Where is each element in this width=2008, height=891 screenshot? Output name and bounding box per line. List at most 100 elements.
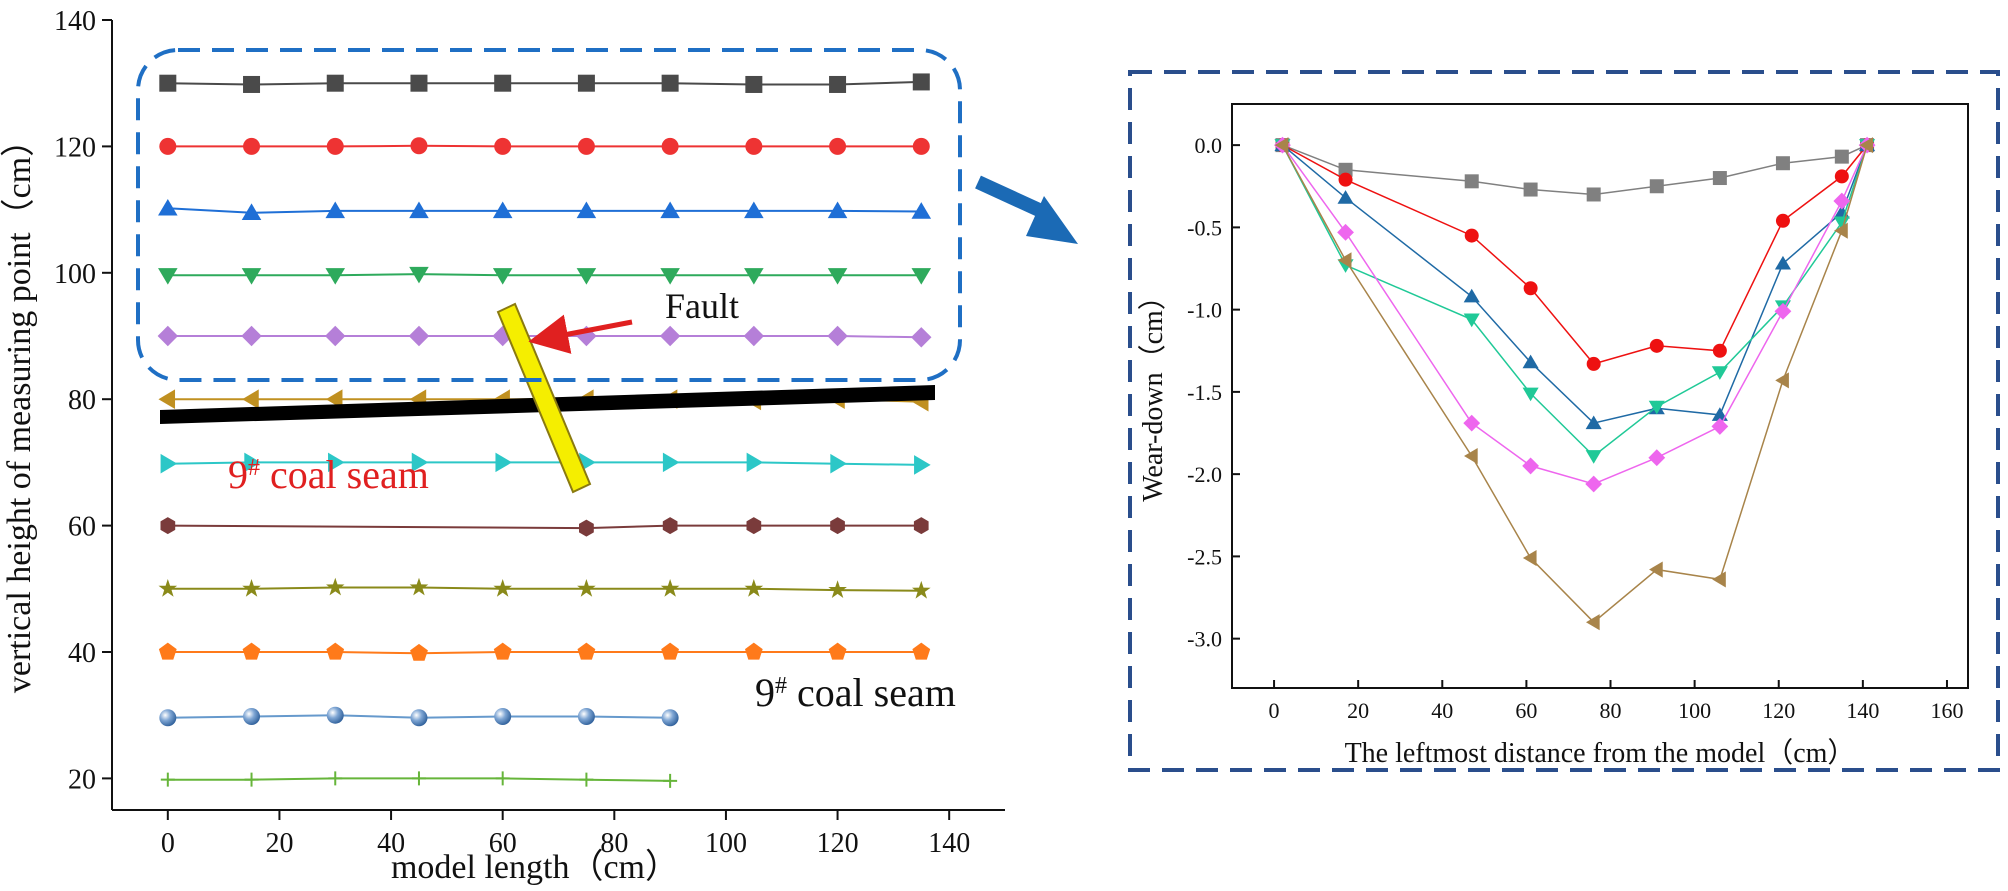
right-frame bbox=[1128, 70, 2000, 772]
right-x-tick-label: 100 bbox=[1678, 698, 1711, 723]
left-data-point bbox=[241, 268, 262, 285]
left-data-point bbox=[577, 707, 595, 725]
right-chart: 0 20 40 60 80 100 120 140 160 0.0 -0.5 -1.0 -1.5 -2.0… bbox=[1128, 70, 2000, 772]
left-data-point bbox=[577, 642, 596, 660]
right-data-point bbox=[1833, 216, 1850, 231]
left-series-line bbox=[167, 207, 922, 214]
left-data-point bbox=[914, 455, 931, 475]
left-data-point bbox=[411, 771, 426, 786]
right-data-point bbox=[1585, 415, 1602, 430]
left-data-point bbox=[158, 389, 176, 409]
left-data-point bbox=[244, 772, 259, 787]
right-data-point bbox=[1712, 171, 1727, 186]
right-y-tick-label: -1.0 bbox=[1187, 298, 1222, 323]
left-x-tick-label: 100 bbox=[705, 828, 747, 859]
right-data-point bbox=[1274, 137, 1289, 154]
left-data-point bbox=[827, 325, 848, 347]
right-data-point bbox=[1711, 418, 1729, 435]
left-data-point bbox=[746, 517, 762, 535]
left-data-point bbox=[241, 203, 262, 220]
left-data-point bbox=[159, 709, 177, 727]
right-y-tick-label: -0.5 bbox=[1187, 215, 1222, 240]
left-data-point bbox=[325, 389, 343, 409]
left-data-point bbox=[495, 452, 513, 473]
right-x-tick-label: 20 bbox=[1347, 698, 1369, 723]
right-data-point bbox=[1338, 172, 1353, 187]
left-x-tick-label: 20 bbox=[265, 828, 293, 859]
left-data-point bbox=[326, 642, 345, 660]
left-x-tick-label: 60 bbox=[489, 828, 517, 859]
left-series-3 bbox=[158, 266, 932, 285]
left-data-point bbox=[325, 201, 346, 219]
left-data-point bbox=[495, 771, 510, 786]
left-y-axis-label: vertical height of measuring point（cm） bbox=[0, 123, 38, 693]
left-data-point bbox=[411, 452, 429, 473]
left-x-tick-label: 0 bbox=[161, 828, 175, 859]
left-data-point bbox=[577, 137, 595, 155]
left-data-point bbox=[494, 707, 512, 725]
right-x-tick-label: 80 bbox=[1600, 698, 1622, 723]
right-data-point bbox=[1463, 414, 1481, 432]
left-data-point bbox=[409, 201, 429, 219]
left-series-6 bbox=[160, 452, 931, 475]
left-data-point bbox=[912, 580, 931, 599]
right-data-point bbox=[1337, 252, 1352, 269]
right-y-tick-label: -3.0 bbox=[1187, 627, 1222, 652]
left-series-1 bbox=[159, 137, 930, 155]
right-data-point bbox=[1712, 343, 1727, 358]
zoom-arrow bbox=[975, 175, 1078, 244]
left-data-point bbox=[244, 452, 261, 473]
right-series-0 bbox=[1275, 138, 1875, 202]
left-series-0 bbox=[159, 73, 930, 93]
right-data-point bbox=[1585, 450, 1602, 464]
right-data-point bbox=[1523, 281, 1538, 296]
left-y-tick-label: 100 bbox=[54, 259, 96, 290]
left-data-point bbox=[660, 268, 680, 285]
left-series-4 bbox=[157, 325, 932, 348]
left-data-point bbox=[744, 579, 764, 597]
left-data-point bbox=[827, 201, 848, 219]
left-data-point bbox=[576, 201, 597, 219]
right-data-point bbox=[1522, 387, 1539, 402]
right-data-point bbox=[1712, 571, 1726, 588]
right-x-axis-label: The leftmost distance from the model（cm） bbox=[1345, 737, 1856, 769]
left-data-point bbox=[326, 137, 344, 155]
left-data-point bbox=[409, 266, 429, 284]
left-data-point bbox=[242, 389, 259, 409]
right-y-tick-label: -2.0 bbox=[1187, 462, 1222, 487]
left-data-point bbox=[912, 73, 930, 91]
left-data-point bbox=[159, 74, 177, 92]
left-data-point bbox=[661, 642, 679, 660]
fault-line bbox=[496, 302, 592, 494]
left-data-point bbox=[158, 198, 178, 216]
right-data-point bbox=[1649, 561, 1663, 578]
left-y-tick-label: 80 bbox=[68, 385, 96, 416]
right-data-point bbox=[1586, 356, 1601, 371]
left-y-tick-label: 60 bbox=[68, 512, 96, 543]
right-data-point bbox=[1648, 400, 1665, 415]
left-data-point bbox=[744, 268, 764, 285]
left-data-point bbox=[660, 579, 680, 597]
right-data-point bbox=[1833, 192, 1851, 210]
left-data-point bbox=[408, 325, 430, 347]
left-data-point bbox=[158, 579, 178, 597]
left-data-point bbox=[243, 137, 261, 155]
left-data-point bbox=[827, 268, 848, 285]
right-series-line bbox=[1281, 144, 1868, 485]
left-data-point bbox=[494, 74, 512, 92]
left-data-point bbox=[160, 453, 178, 474]
left-data-point bbox=[829, 75, 847, 93]
left-data-point bbox=[410, 643, 428, 661]
left-data-point bbox=[912, 642, 931, 660]
right-data-point bbox=[1649, 179, 1664, 194]
left-data-point bbox=[746, 452, 764, 473]
coal-seam-label-bg bbox=[730, 660, 992, 730]
left-data-point bbox=[160, 517, 176, 535]
left-data-point bbox=[577, 579, 596, 597]
fault-arrow bbox=[528, 314, 633, 354]
left-data-point bbox=[157, 325, 179, 347]
right-y-tick-label: 0.0 bbox=[1195, 133, 1223, 158]
left-data-point bbox=[577, 74, 595, 92]
left-data-point bbox=[579, 519, 594, 537]
